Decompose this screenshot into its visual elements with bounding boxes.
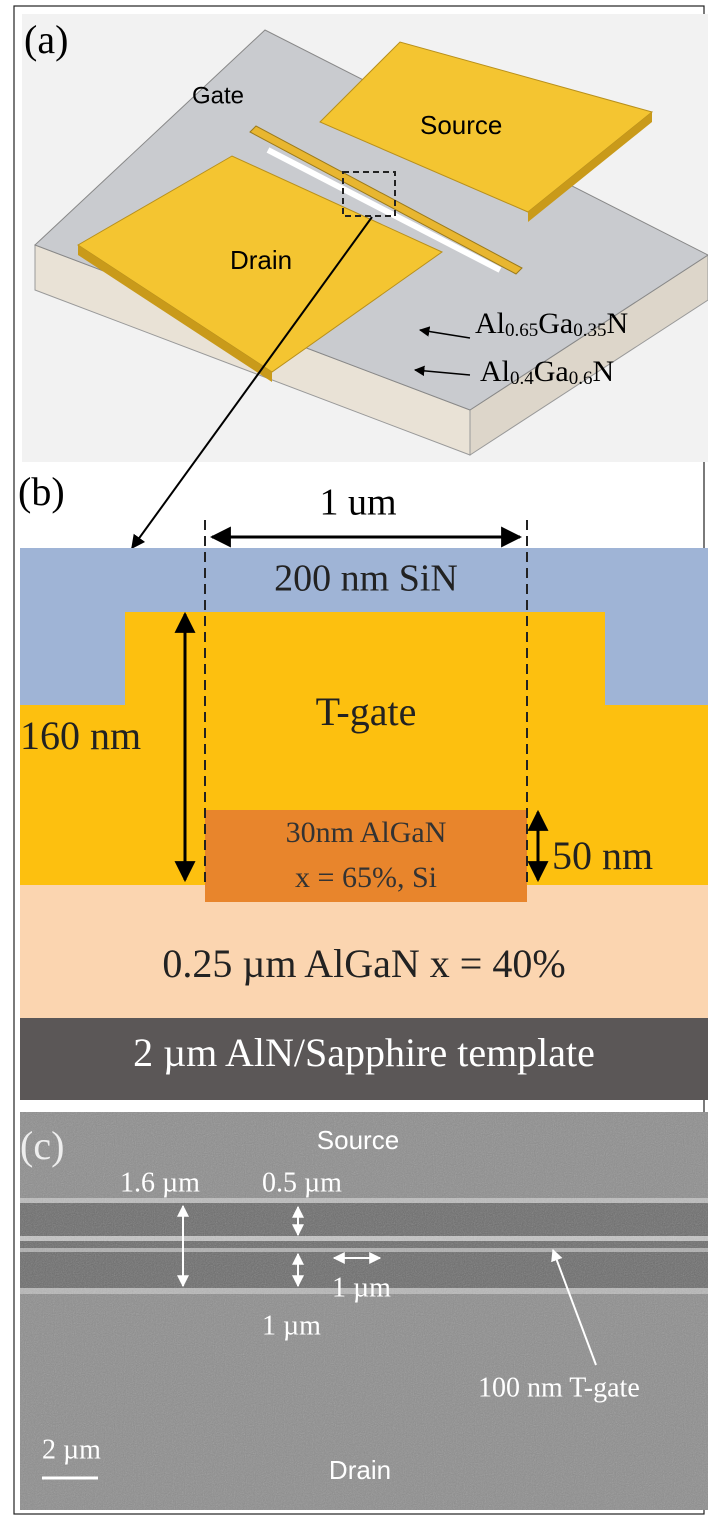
head-label: 0.5 µm: [262, 1167, 342, 1198]
panel-label: (a): [24, 17, 68, 62]
panel-a: (a) Gate Source Drain Al0.65Ga0.35N Al0.…: [22, 14, 708, 548]
scale-label: 2 µm: [42, 1434, 101, 1465]
source-label: Source: [420, 110, 502, 140]
recess-label: 50 nm: [552, 833, 653, 878]
subscript: 0.35: [573, 320, 606, 341]
subscript: 0.6: [569, 368, 593, 389]
panel-label: (c): [20, 1123, 64, 1168]
gate-label: 100 nm T-gate: [478, 1372, 640, 1403]
text: Al: [475, 307, 505, 340]
foot-label: 1 µm: [332, 1272, 391, 1303]
subscript: 0.65: [505, 320, 538, 341]
channel-label: 0.25 µm AlGaN x = 40%: [162, 941, 565, 986]
gate-label: Gate: [192, 82, 244, 109]
sin-layer: [605, 548, 708, 705]
subscript: 0.4: [510, 368, 534, 389]
width-label: 1 um: [319, 482, 396, 524]
source-label: Source: [317, 1125, 399, 1155]
sin-label: 200 nm SiN: [274, 558, 458, 600]
template-label: 2 µm AlN/Sapphire template: [133, 1030, 595, 1075]
panel-c: (c) Source 1.6 µm 0.5 µm 1 µm 1 µm 2 µm …: [20, 1112, 708, 1510]
panel-b: (b) 1 um 200 nm SiN T-gate 160 nm 30nm A…: [18, 469, 708, 1100]
sin-layer: [20, 548, 125, 715]
lower-label: 1 µm: [262, 1310, 321, 1341]
panel-label: (b): [18, 469, 65, 514]
layer-label: Al0.4Ga0.6N: [480, 355, 614, 389]
text: Ga: [538, 307, 573, 340]
gap-label: 1.6 µm: [120, 1167, 200, 1198]
text: Al: [480, 355, 510, 388]
text: N: [606, 307, 628, 340]
barrier-label: 30nm AlGaN: [286, 816, 447, 849]
text: N: [592, 355, 614, 388]
height-label: 160 nm: [20, 713, 141, 758]
text: Ga: [534, 355, 569, 388]
tgate-label: T-gate: [316, 689, 417, 734]
barrier-label: x = 65%, Si: [295, 861, 437, 894]
drain-label: Drain: [329, 1455, 391, 1485]
drain-label: Drain: [230, 245, 292, 275]
figure: (a) Gate Source Drain Al0.65Ga0.35N Al0.…: [0, 0, 708, 1518]
